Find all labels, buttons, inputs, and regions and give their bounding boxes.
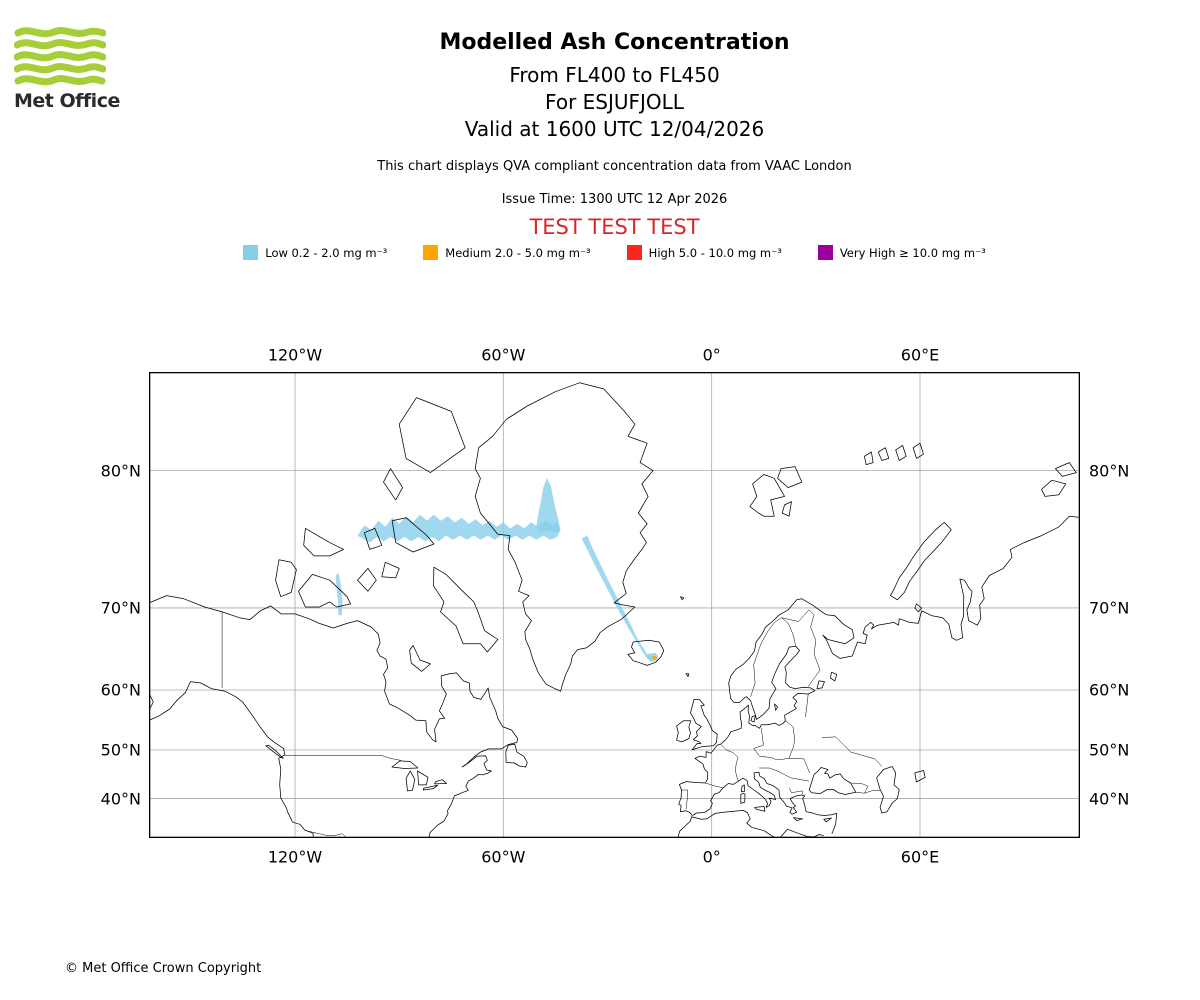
- map-layers: [149, 372, 1080, 838]
- qva-description: This chart displays QVA compliant concen…: [377, 159, 852, 174]
- legend-swatch: [817, 245, 833, 260]
- ash-layer: [335, 478, 659, 662]
- border-layer: [221, 609, 882, 838]
- lat-tick-label-right: 60°N: [1089, 680, 1130, 700]
- subtitle-flight-levels: From FL400 to FL450: [509, 63, 720, 87]
- lon-tick-label-top: 120°W: [267, 345, 323, 365]
- lon-tick-label-top: 0°: [702, 345, 721, 365]
- lat-tick-label-left: 80°N: [100, 461, 141, 481]
- lon-tick-label-top: 60°W: [481, 345, 526, 365]
- ash-map: [149, 372, 1080, 838]
- legend-swatch: [423, 245, 439, 260]
- logo-wave: [14, 39, 106, 50]
- legend-swatch: [626, 245, 642, 260]
- lat-tick-label-right: 80°N: [1089, 461, 1130, 481]
- low-streak-victoria-island: [335, 573, 343, 616]
- legend-swatch: [243, 245, 259, 260]
- lat-tick-label-left: 70°N: [100, 598, 141, 618]
- page-title: Modelled Ash Concentration: [439, 30, 790, 55]
- lat-tick-label-left: 60°N: [100, 680, 141, 700]
- lon-tick-label-bottom: 60°E: [900, 847, 940, 867]
- concentration-legend: Low 0.2 - 2.0 mg m⁻³ Medium 2.0 - 5.0 mg …: [29, 245, 1200, 260]
- legend-item: Low 0.2 - 2.0 mg m⁻³: [243, 245, 387, 260]
- lat-tick-label-right: 50°N: [1089, 740, 1130, 760]
- grid-layer: [149, 372, 1080, 838]
- low-band-arctic-canada-to-greenland: [357, 514, 561, 543]
- legend-label: Medium 2.0 - 5.0 mg m⁻³: [445, 245, 591, 260]
- legend-item: Very High ≥ 10.0 mg m⁻³: [817, 245, 986, 260]
- legend-item: High 5.0 - 10.0 mg m⁻³: [626, 245, 782, 260]
- lat-tick-label-right: 40°N: [1089, 789, 1130, 809]
- coastline-layer: [149, 382, 1080, 838]
- low-streak-east-greenland-to-iceland: [581, 535, 654, 662]
- met-office-logo-waves: [14, 27, 106, 86]
- subtitle-volcano: For ESJUFJOLL: [545, 90, 684, 114]
- map-frame: [149, 372, 1080, 838]
- subtitle-valid-time: Valid at 1600 UTC 12/04/2026: [464, 117, 765, 141]
- title-block: Modelled Ash Concentration From FL400 to…: [29, 30, 1200, 143]
- legend-label: Low 0.2 - 2.0 mg m⁻³: [265, 245, 388, 260]
- lon-tick-label-top: 60°E: [900, 345, 940, 365]
- copyright-text: © Met Office Crown Copyright: [65, 961, 262, 976]
- legend-label: High 5.0 - 10.0 mg m⁻³: [648, 245, 782, 260]
- issue-time: Issue Time: 1300 UTC 12 Apr 2026: [501, 192, 728, 207]
- logo-wave: [14, 75, 106, 86]
- lat-tick-label-left: 50°N: [100, 740, 141, 760]
- lon-tick-label-bottom: 0°: [702, 847, 721, 867]
- lat-tick-label-left: 40°N: [100, 789, 141, 809]
- logo-wave: [14, 63, 106, 74]
- legend-label: Very High ≥ 10.0 mg m⁻³: [839, 245, 986, 260]
- low-plume-northwest-greenland: [536, 478, 561, 533]
- met-office-logo: Met Office: [14, 24, 124, 112]
- lat-tick-label-right: 70°N: [1089, 598, 1130, 618]
- test-banner: TEST TEST TEST: [529, 215, 700, 239]
- legend-item: Medium 2.0 - 5.0 mg m⁻³: [423, 245, 591, 260]
- logo-wave: [14, 51, 106, 62]
- medium-spot-esjufjoll: [652, 656, 657, 660]
- logo-wordmark: Met Office: [14, 90, 120, 112]
- lon-tick-label-bottom: 120°W: [267, 847, 323, 867]
- map-canvas: [149, 372, 1080, 838]
- logo-wave: [14, 27, 106, 38]
- lon-tick-label-bottom: 60°W: [481, 847, 526, 867]
